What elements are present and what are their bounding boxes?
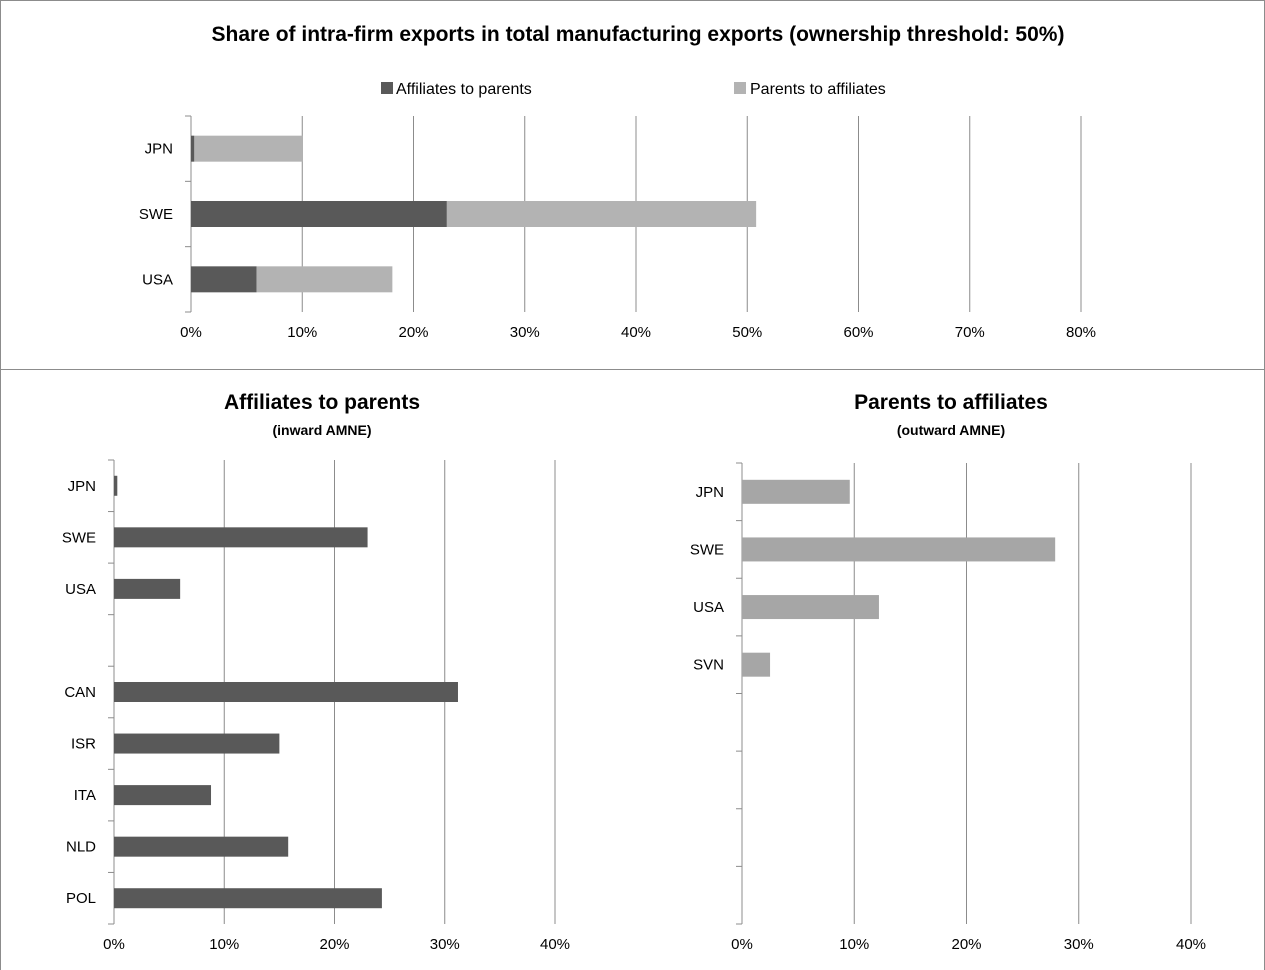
x-tick-label: 30%: [510, 324, 540, 341]
category-label: SWE: [62, 529, 96, 546]
category-label: USA: [693, 599, 724, 616]
chart-legend: Affiliates to parents Parents to affilia…: [381, 81, 886, 98]
x-tick-label: 0%: [103, 936, 125, 953]
bar-jpn-series-0: [191, 135, 195, 162]
x-tick-label: 20%: [951, 936, 981, 953]
bar-jpn-series-0: [742, 479, 850, 504]
affiliates-to-parents-panel: Affiliates to parents (inward AMNE) 0% 10…: [0, 370, 637, 970]
parents-to-affiliates-panel: Parents to affiliates (outward AMNE) 0% 1…: [636, 370, 1265, 970]
bar-usa-series-0: [191, 266, 257, 293]
legend-label-affiliates: Affiliates to parents: [396, 81, 532, 98]
legend-swatch-affiliates: [381, 82, 393, 94]
category-label: USA: [65, 581, 96, 598]
category-label: POL: [66, 890, 96, 907]
category-label: SWE: [690, 541, 724, 558]
bar-can-series-0: [114, 682, 458, 702]
category-label: SVN: [693, 657, 724, 674]
category-label: USA: [142, 271, 173, 288]
bar-swe-series-0: [742, 537, 1056, 562]
x-tick-label: 40%: [621, 324, 651, 341]
bar-nld-series-0: [114, 836, 289, 857]
category-label: JPN: [696, 484, 724, 501]
chart-subtitle: (inward AMNE): [272, 422, 371, 438]
x-tick-label: 0%: [180, 324, 202, 341]
legend-label-parents: Parents to affiliates: [750, 81, 886, 98]
x-tick-label: 20%: [319, 936, 349, 953]
bar-swe-series-0: [191, 201, 447, 227]
stacked-bar-chart: Share of intra-firm exports in total man…: [139, 23, 1096, 341]
x-tick-label: 80%: [1066, 324, 1096, 341]
bar-pol-series-0: [114, 888, 382, 909]
chart-title: Parents to affiliates: [854, 391, 1048, 414]
x-tick-label: 10%: [287, 324, 317, 341]
x-tick-label: 70%: [955, 324, 985, 341]
bar-swe-series-0: [114, 527, 368, 548]
bar-jpn-series-0: [114, 475, 118, 496]
bar-ita-series-0: [114, 785, 212, 806]
category-label: ISR: [71, 736, 96, 753]
category-label: JPN: [145, 141, 173, 158]
x-tick-label: 40%: [540, 936, 570, 953]
bar-svn-series-0: [742, 652, 771, 677]
x-tick-label: 10%: [209, 936, 239, 953]
chart-title: Share of intra-firm exports in total man…: [212, 23, 1065, 46]
category-label: NLD: [66, 839, 96, 856]
chart-subtitle: (outward AMNE): [897, 422, 1005, 438]
category-label: CAN: [64, 684, 96, 701]
x-tick-label: 60%: [843, 324, 873, 341]
bar-swe-series-1: [446, 201, 757, 227]
bar-usa-series-0: [114, 578, 181, 599]
bar-isr-series-0: [114, 733, 280, 754]
intra-firm-exports-panel: Share of intra-firm exports in total man…: [0, 0, 1265, 370]
x-tick-label: 30%: [430, 936, 460, 953]
x-tick-label: 30%: [1064, 936, 1094, 953]
x-tick-label: 10%: [839, 936, 869, 953]
affiliates-to-parents-chart: Affiliates to parents (inward AMNE) 0% 10…: [62, 391, 570, 953]
category-label: ITA: [74, 787, 96, 804]
x-tick-label: 20%: [398, 324, 428, 341]
category-label: JPN: [68, 478, 96, 495]
parents-to-affiliates-chart: Parents to affiliates (outward AMNE) 0% 1…: [690, 391, 1206, 953]
bar-usa-series-0: [742, 595, 879, 620]
bar-usa-series-1: [256, 266, 393, 293]
category-label: SWE: [139, 206, 173, 223]
x-tick-label: 40%: [1176, 936, 1206, 953]
chart-title: Affiliates to parents: [224, 391, 420, 414]
bar-jpn-series-1: [194, 135, 303, 162]
x-tick-label: 50%: [732, 324, 762, 341]
legend-swatch-parents: [734, 82, 746, 94]
x-tick-label: 0%: [731, 936, 753, 953]
